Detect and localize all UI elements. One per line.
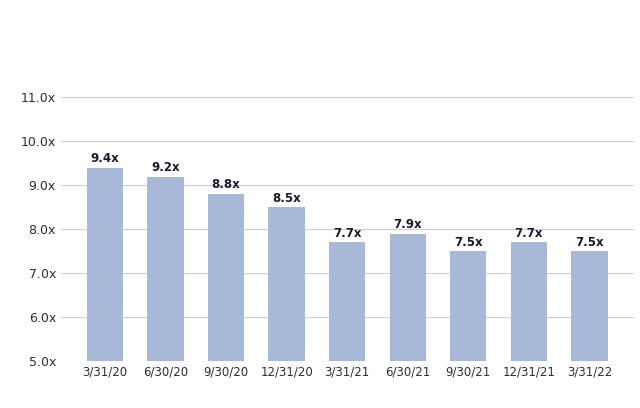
Text: 7.7x: 7.7x (515, 227, 543, 240)
Bar (269, 207, 305, 408)
Text: 2: 2 (526, 11, 534, 24)
Bar (511, 242, 547, 408)
Text: 7.5x: 7.5x (575, 235, 604, 248)
Text: 8.8x: 8.8x (212, 178, 241, 191)
Bar (147, 177, 184, 408)
Text: 8.5x: 8.5x (272, 192, 301, 205)
Text: 7.9x: 7.9x (394, 218, 422, 231)
Bar (450, 251, 486, 408)
Bar (329, 242, 365, 408)
Text: 7.7x: 7.7x (333, 227, 362, 240)
Text: 9.4x: 9.4x (91, 152, 120, 165)
Bar (572, 251, 607, 408)
Bar (208, 194, 244, 408)
Bar (87, 168, 123, 408)
Text: 7.5x: 7.5x (454, 235, 483, 248)
Text: 9.2x: 9.2x (151, 161, 180, 174)
Text: Tangible Net Book Value "At Risk" Leverage: Tangible Net Book Value "At Risk" Levera… (76, 22, 538, 41)
Bar (390, 234, 426, 408)
